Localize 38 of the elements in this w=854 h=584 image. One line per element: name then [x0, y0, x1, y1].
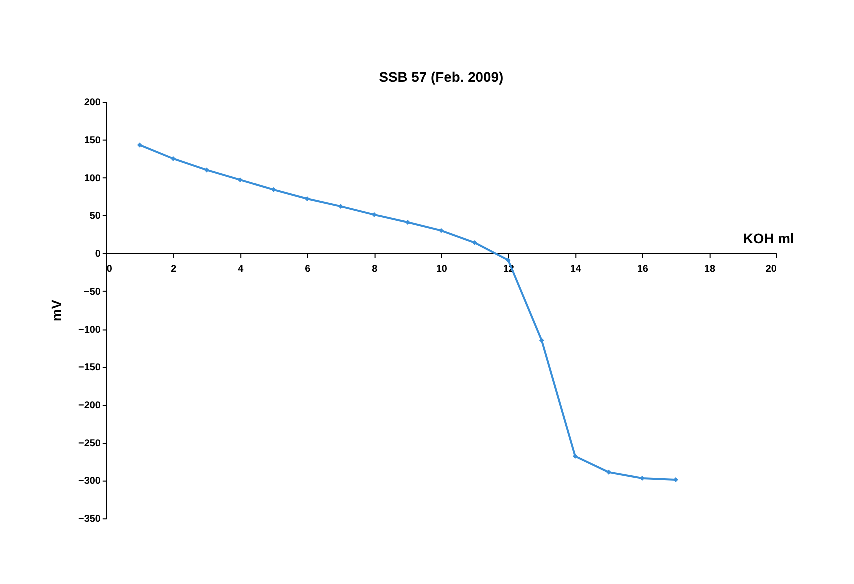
- y-tick-label: −200: [78, 400, 102, 412]
- x-tick-label: 20: [766, 264, 778, 275]
- point: [472, 240, 478, 246]
- point: [204, 168, 210, 173]
- y-axis-title: mV: [48, 299, 65, 322]
- point: [438, 228, 444, 234]
- x-tick-label: 14: [570, 264, 582, 275]
- x-tick-label: 4: [238, 264, 244, 275]
- x-tick-label: 16: [637, 264, 649, 275]
- point: [506, 258, 511, 263]
- y-tick-label: −50: [84, 286, 102, 298]
- point: [304, 196, 310, 202]
- y-tick-label: 50: [90, 211, 102, 222]
- point: [338, 204, 344, 210]
- y-tick-label: −250: [78, 438, 102, 450]
- y-tick-label: −150: [78, 362, 102, 374]
- y-tick-label: 200: [84, 98, 102, 109]
- x-tick-label: 8: [372, 264, 378, 275]
- point: [372, 212, 377, 218]
- point: [572, 454, 578, 459]
- point: [238, 178, 243, 183]
- chart-title: SSB 57 (Feb. 2009): [379, 69, 504, 86]
- y-tick-label: −100: [78, 324, 102, 336]
- y-tick-label: −300: [78, 476, 102, 488]
- y-tick-label: 0: [95, 249, 102, 260]
- point: [137, 142, 142, 148]
- x-tick-label: 6: [305, 264, 312, 275]
- y-tick-label: 100: [84, 173, 102, 184]
- y-tick-label: −350: [78, 514, 102, 526]
- point: [271, 187, 276, 192]
- y-tick-label: 150: [84, 135, 102, 146]
- x-tick-label: 2: [171, 264, 178, 275]
- point: [170, 156, 176, 162]
- x-tick-label: 18: [704, 264, 716, 275]
- x-axis-title: KOH ml: [743, 230, 794, 247]
- point: [539, 338, 544, 344]
- point: [606, 470, 612, 475]
- x-tick-label: 10: [436, 264, 448, 275]
